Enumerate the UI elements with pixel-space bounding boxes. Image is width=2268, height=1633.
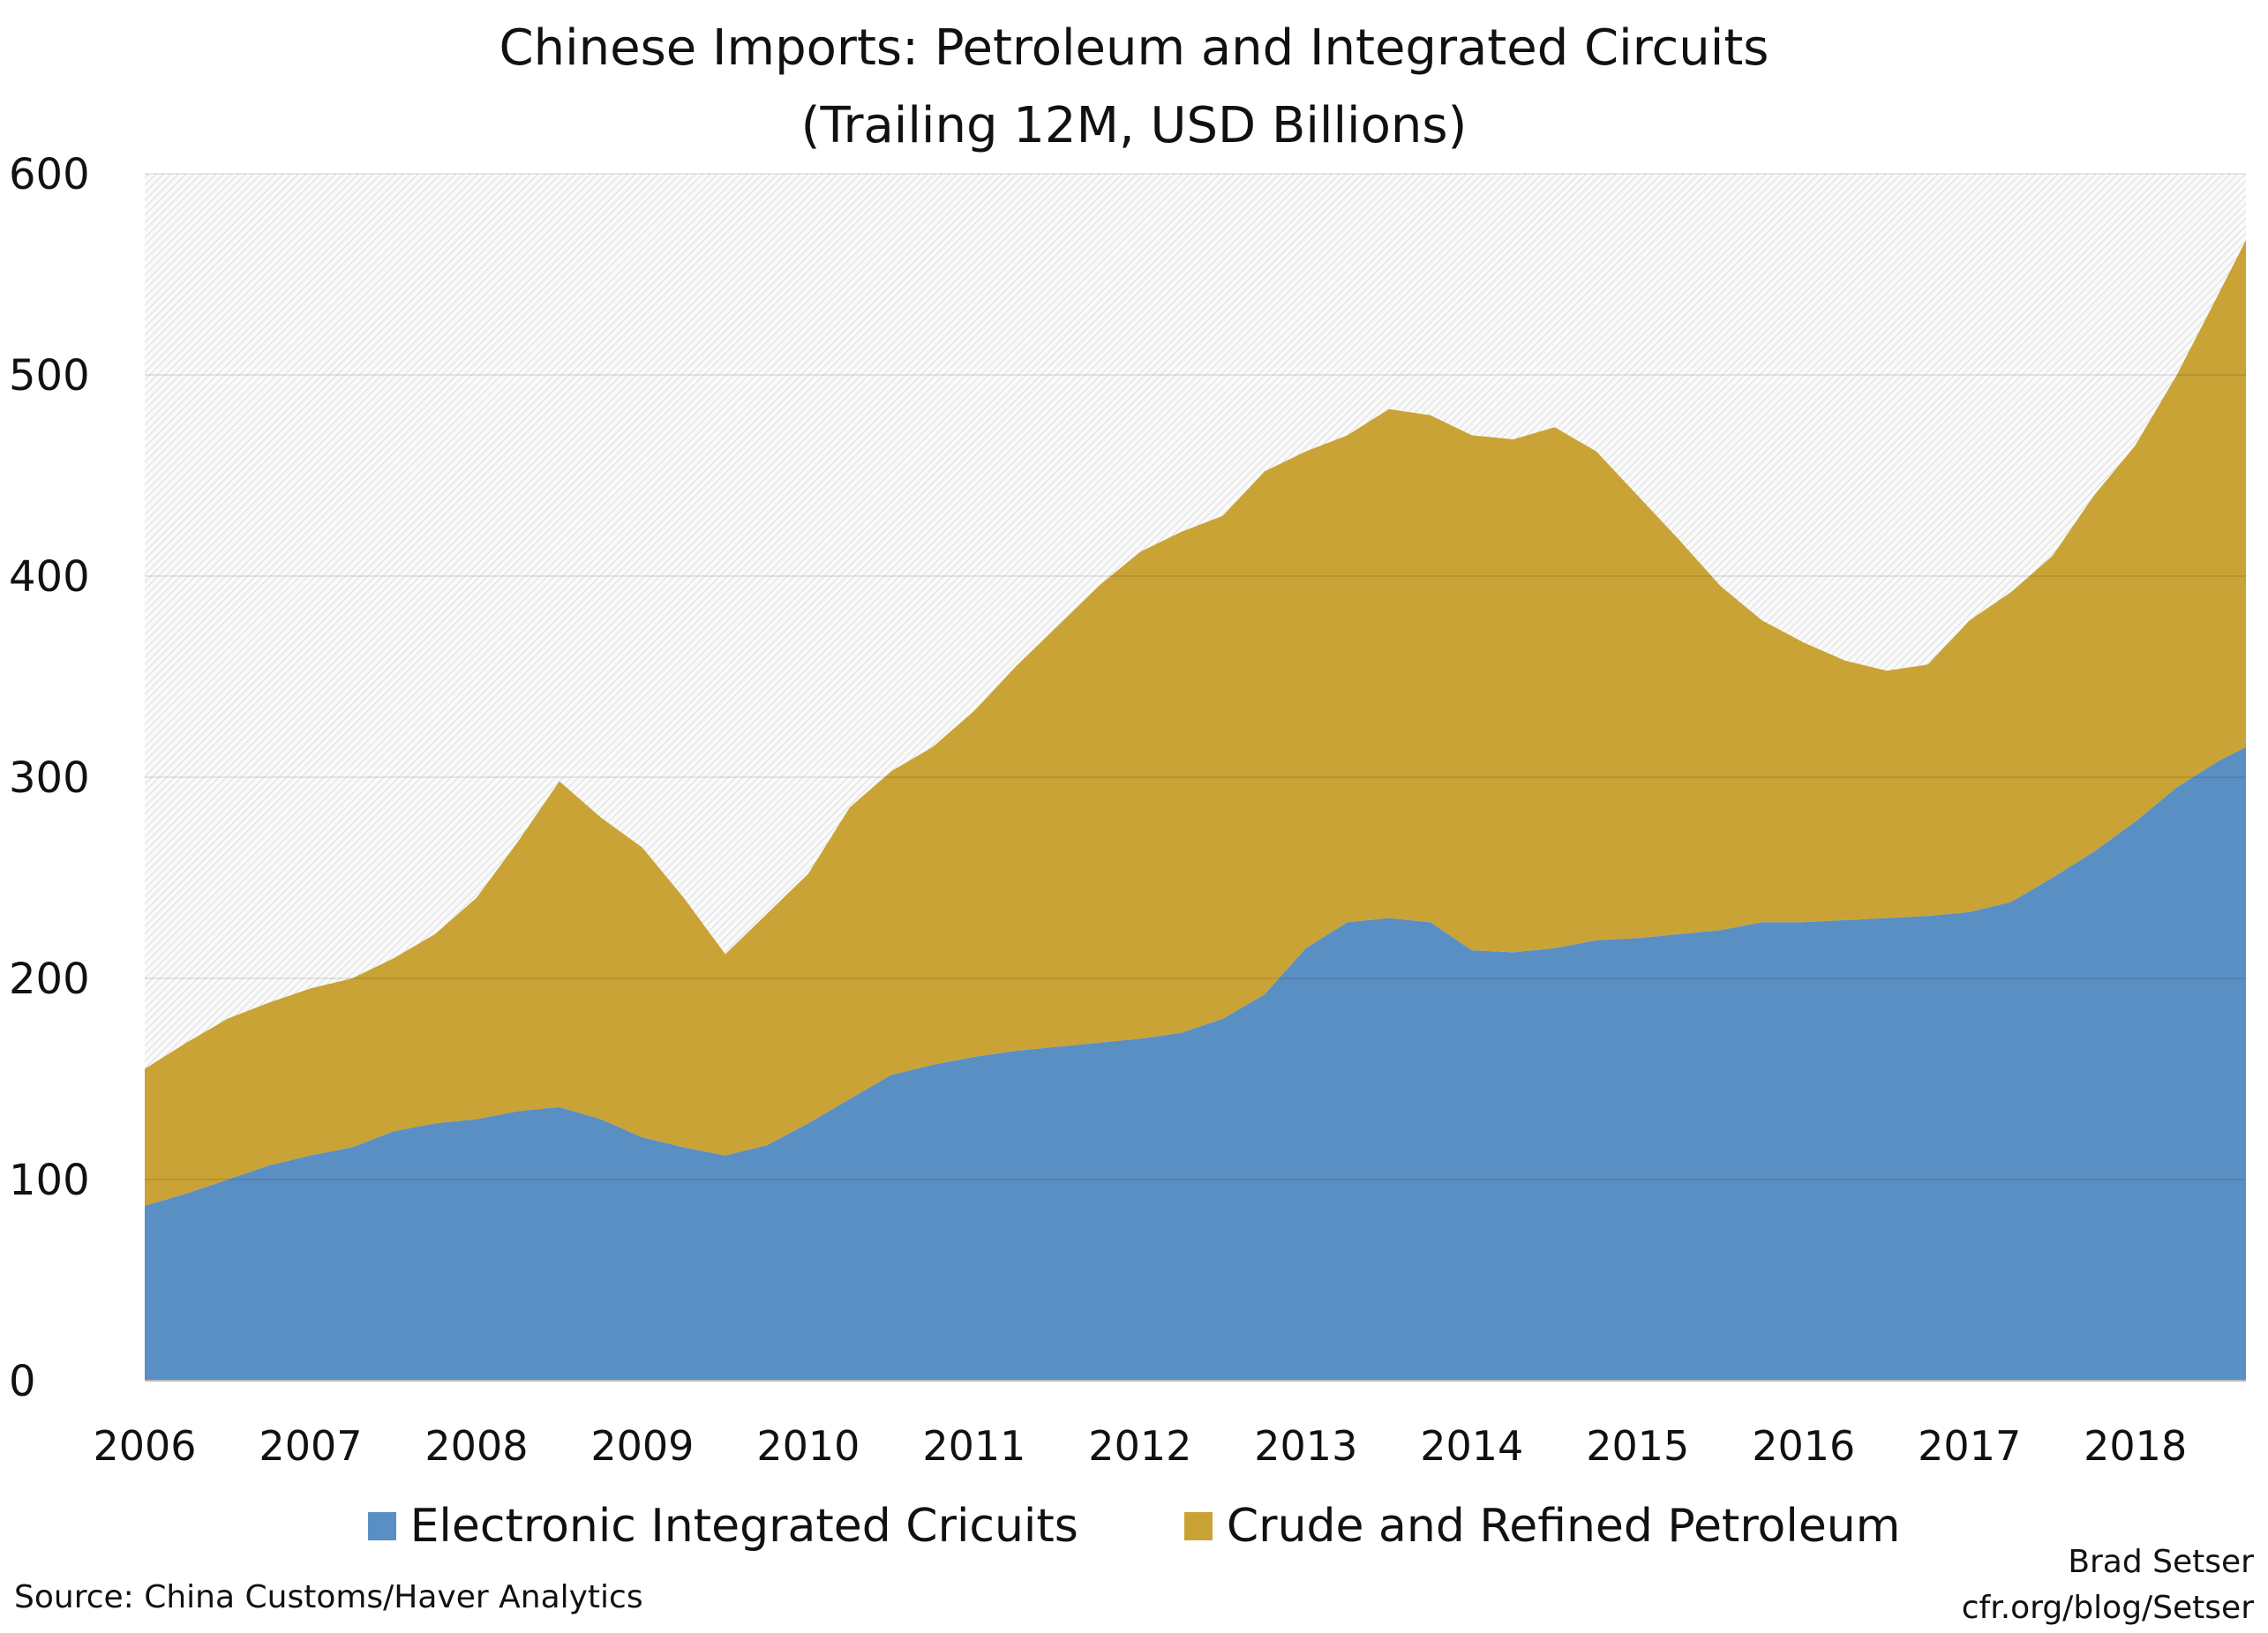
x-tick-label: 2008: [424, 1422, 528, 1470]
x-tick-label: 2010: [756, 1422, 860, 1470]
legend: Electronic Integrated Cricuits Crude and…: [0, 1500, 2268, 1553]
y-tick-label: 400: [9, 552, 90, 602]
y-tick-label: 600: [9, 150, 90, 199]
x-tick-label: 2018: [2084, 1422, 2187, 1470]
x-tick-label: 2011: [922, 1422, 1025, 1470]
y-tick-label: 0: [9, 1357, 36, 1406]
x-tick-label: 2012: [1088, 1422, 1191, 1470]
y-tick-label: 500: [9, 351, 90, 401]
y-tick-label: 300: [9, 753, 90, 803]
credit: Brad Setser cfr.org/blog/Setser: [1962, 1539, 2254, 1631]
legend-item-petroleum: Crude and Refined Petroleum: [1183, 1500, 1901, 1553]
legend-label-petroleum: Crude and Refined Petroleum: [1226, 1500, 1901, 1553]
x-tick-label: 2017: [1918, 1422, 2021, 1470]
series-area-1: [145, 240, 2246, 1206]
y-tick-label: 200: [9, 955, 90, 1004]
source-note: Source: China Customs/Haver Analytics: [14, 1579, 643, 1615]
legend-label-ic: Electronic Integrated Cricuits: [409, 1500, 1078, 1553]
credit-url: cfr.org/blog/Setser: [1961, 1590, 2254, 1626]
x-tick-label: 2013: [1254, 1422, 1357, 1470]
x-tick-label: 2014: [1420, 1422, 1523, 1470]
credit-author: Brad Setser: [2068, 1544, 2254, 1580]
legend-swatch-petroleum: [1183, 1512, 1213, 1540]
chart-title: Chinese Imports: Petroleum and Integrate…: [499, 19, 1769, 77]
chart-subtitle: (Trailing 12M, USD Billions): [800, 97, 1468, 154]
x-tick-label: 2009: [590, 1422, 694, 1470]
legend-swatch-ic: [367, 1512, 396, 1540]
legend-item-ic: Electronic Integrated Cricuits: [367, 1500, 1078, 1553]
y-tick-label: 100: [9, 1156, 90, 1205]
x-tick-label: 2016: [1752, 1422, 1855, 1470]
series-area-0: [145, 746, 2246, 1381]
x-tick-label: 2007: [259, 1422, 362, 1470]
x-tick-label: 2015: [1586, 1422, 1689, 1470]
x-tick-label: 2006: [93, 1422, 196, 1470]
